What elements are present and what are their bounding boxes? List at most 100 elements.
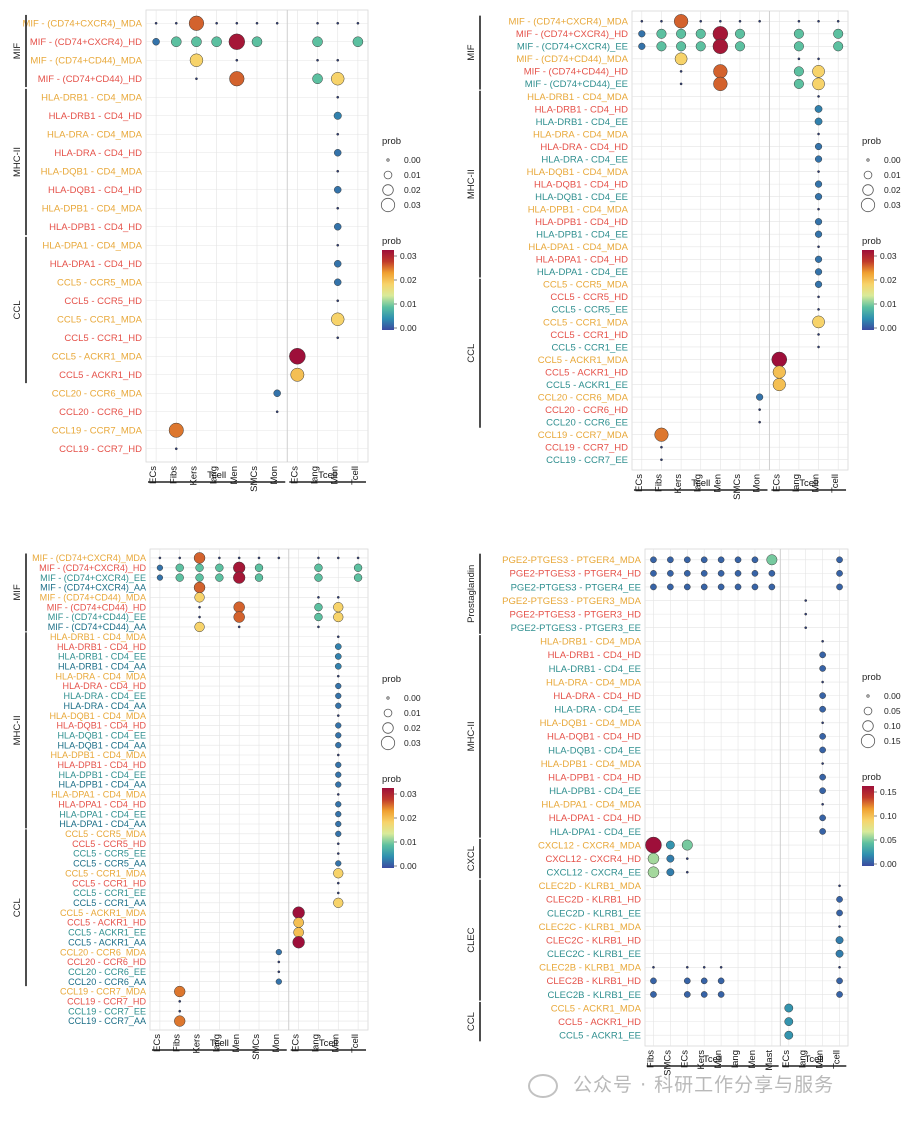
row-label: HLA-DRA - CD4_MDA [56, 671, 147, 681]
row-label: CLEC2C - KLRB1_MDA [539, 922, 642, 933]
data-point [734, 583, 742, 591]
data-point [804, 626, 808, 630]
row-label: HLA-DRA - CD4_HD [540, 142, 628, 153]
data-point [683, 977, 691, 985]
data-point [713, 76, 728, 92]
size-legend-title: prob [862, 672, 881, 683]
data-point [758, 408, 761, 411]
data-point [683, 570, 691, 577]
data-point [652, 965, 655, 969]
x-group-label: Tcell [210, 1038, 229, 1049]
data-point [277, 556, 281, 560]
data-point [335, 811, 342, 818]
data-point [667, 556, 674, 564]
data-point [333, 602, 344, 613]
data-point [667, 583, 674, 591]
data-point [758, 420, 761, 424]
row-label: MIF - (CD74+CD44)_HD [38, 74, 142, 85]
data-point [334, 223, 342, 231]
data-point [817, 245, 820, 249]
x-tick-label: ECs [148, 466, 159, 484]
data-point [191, 36, 202, 48]
row-label: CCL5 - CCR1_AA [73, 898, 147, 908]
size-legend-key [383, 170, 393, 180]
chart-panel-1: MIF - (CD74+CXCR4)_MDA MIF - (CD74+CXCR4)… [12, 9, 421, 492]
group-label: CXCL [466, 846, 477, 871]
data-point [335, 771, 342, 778]
row-label: HLA-DPB1 - CD4_HD [49, 222, 142, 233]
data-point [836, 19, 840, 23]
data-point [819, 651, 826, 659]
group-label: MHC-II [12, 147, 23, 177]
data-point [784, 1003, 794, 1013]
data-point [836, 570, 843, 577]
row-label: CCL19 - CCR7_MDA [60, 987, 147, 997]
row-label: HLA-DRB1 - CD4_EE [549, 664, 641, 675]
data-point [336, 206, 340, 210]
data-point [168, 422, 184, 438]
data-point [275, 21, 279, 25]
data-point [336, 674, 340, 678]
row-label: HLA-DQB1 - CD4_MDA [527, 167, 629, 178]
row-label: HLA-DRB1 - CD4_HD [548, 650, 642, 661]
row-label: HLA-DRA - CD4_MDA [47, 130, 143, 141]
x-group-label: Tcell [318, 470, 337, 481]
data-point [817, 207, 820, 211]
row-label: HLA-DQB1 - CD4_MDA [41, 167, 143, 178]
data-point [695, 41, 706, 52]
data-point [175, 563, 184, 572]
data-point [700, 977, 708, 985]
data-point [685, 870, 689, 874]
data-point [336, 595, 340, 599]
chart-panel-4: PGE2-PTGES3 - PTGER4_MDA PGE2-PTGES3 - PT… [466, 548, 901, 1076]
data-point [156, 574, 164, 581]
data-point [719, 19, 722, 23]
data-point [819, 787, 826, 795]
row-label: CCL5 - ACKR1_MDA [551, 1003, 642, 1014]
data-point [699, 19, 703, 23]
row-label: HLA-DQB1 - CD4_EE [548, 745, 641, 756]
data-point [784, 1030, 794, 1040]
data-point [650, 556, 657, 564]
data-point [700, 570, 708, 577]
row-label: CCL19 - CCR7_HD [59, 444, 142, 455]
row-label: HLA-DPA1 - CD4_MDA [541, 800, 641, 811]
data-point [211, 36, 222, 48]
row-label: HLA-DPB1 - CD4_EE [59, 770, 146, 780]
data-point [292, 906, 305, 919]
data-point [154, 21, 158, 25]
size-legend-label: 0.01 [884, 170, 901, 180]
row-label: HLA-DRB1 - CD4_HD [57, 642, 146, 652]
data-point [819, 773, 826, 781]
data-point [174, 21, 178, 25]
x-tick-label: Tcell [830, 474, 841, 493]
x-tick-label: ECs [289, 466, 300, 484]
data-point [650, 991, 657, 998]
data-point [193, 552, 206, 564]
color-legend-label: 0.03 [400, 251, 417, 261]
group-label: CCL [466, 1012, 477, 1031]
x-tick-label: ECs [291, 1034, 302, 1052]
x-tick-label: ECs [634, 474, 645, 492]
row-label: CLEC2B - KLRB1_HD [546, 976, 641, 987]
data-point [835, 936, 844, 945]
size-legend-key [862, 184, 874, 196]
row-label: HLA-DPA1 - CD4_HD [58, 799, 146, 809]
row-label: HLA-DQB1 - CD4_HD [48, 185, 142, 196]
data-point [717, 583, 725, 591]
row-label: CLEC2D - KLRB1_HD [546, 895, 641, 906]
data-point [650, 977, 657, 985]
data-point [237, 625, 241, 629]
x-group-label: Tcell [207, 470, 226, 481]
row-label: HLA-DRA - CD4_EE [64, 691, 146, 701]
data-point [817, 295, 820, 299]
data-point [175, 573, 184, 582]
row-label: CCL5 - CCR5_AA [73, 859, 147, 869]
x-tick-label: lang [211, 1034, 222, 1052]
data-point [645, 836, 662, 854]
data-point [660, 445, 663, 449]
data-point [814, 117, 823, 126]
data-point [215, 573, 224, 582]
x-tick-label: lang [798, 1050, 809, 1068]
